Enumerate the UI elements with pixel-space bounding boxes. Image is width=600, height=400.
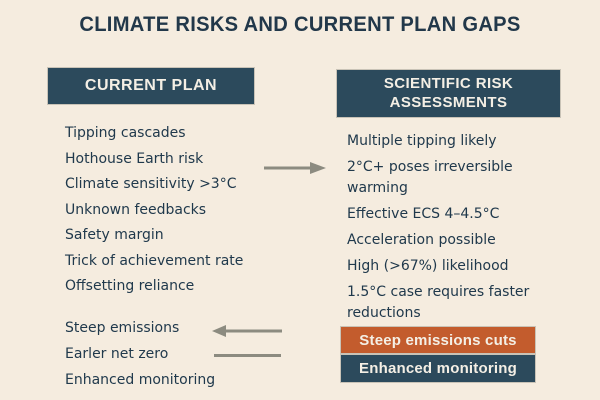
list-item: Enhanced monitoring xyxy=(65,372,216,388)
risk-assessment-list: Multiple tipping likely 2°C+ poses irrev… xyxy=(347,131,562,329)
list-item: 1.5°C case requires faster reductions xyxy=(347,284,530,321)
list-item: Safety margin xyxy=(65,227,164,243)
list-item: Acceleration possible xyxy=(347,232,496,248)
list-item: Tipping cascades xyxy=(65,125,186,141)
list-item: Climate sensitivity >3°C xyxy=(65,176,237,192)
current-plan-bottom-list: Steep emissions Earler net zero Enhanced… xyxy=(65,315,300,393)
scientific-risk-header: SCIENTIFIC RISK ASSESSMENTS xyxy=(337,70,560,117)
list-item: Unknown feedbacks xyxy=(65,201,207,218)
enhanced-monitoring-box: Enhanced monitoring xyxy=(341,355,535,382)
page-title: CLIMATE RISKS AND CURRENT PLAN GAPS xyxy=(79,13,521,36)
arrow-left-icon xyxy=(212,325,282,337)
current-plan-list: Tipping cascades Hothouse Earth risk Cli… xyxy=(65,121,300,300)
steep-emissions-cuts-box: Steep emissions cuts xyxy=(341,327,535,353)
list-item: Earler net zero xyxy=(65,346,169,362)
list-item: Trick of achievement rate xyxy=(65,252,244,269)
list-item: Multiple tipping likely xyxy=(347,133,497,149)
list-item: 2°C+ poses irreversible warming xyxy=(347,159,513,196)
list-item: Offsetting reliance xyxy=(65,278,195,294)
list-item: High (>67%) likelihood xyxy=(347,258,509,274)
list-item: Steep emissions xyxy=(65,320,180,336)
arrow-right-icon xyxy=(264,162,326,174)
current-plan-header: CURRENT PLAN xyxy=(48,68,254,104)
list-item: Hothouse Earth risk xyxy=(65,150,204,167)
list-item: Effective ECS 4–4.5°C xyxy=(347,206,500,222)
connector-line xyxy=(214,354,281,357)
